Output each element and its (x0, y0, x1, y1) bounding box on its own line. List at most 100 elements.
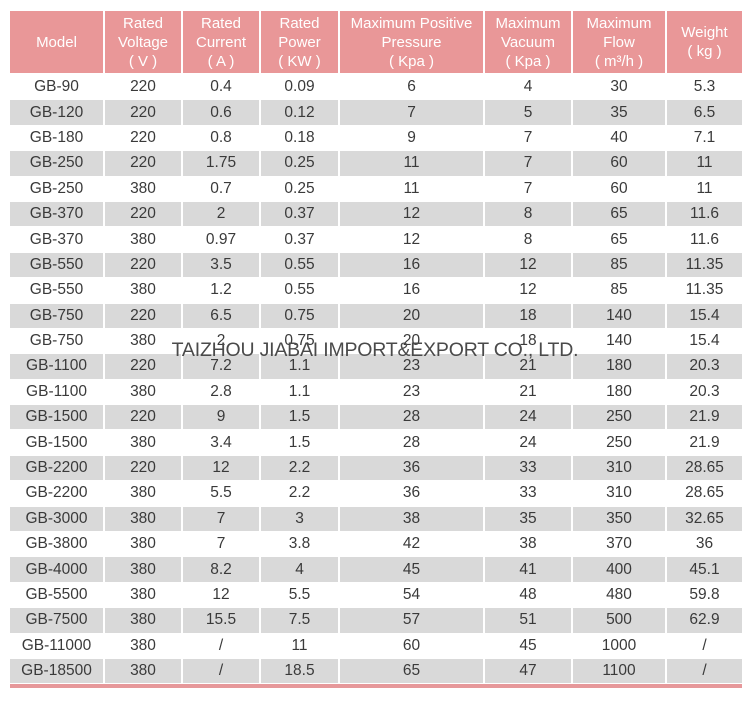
cell-model: GB-2200 (10, 455, 105, 482)
cell-weight: 45.1 (667, 557, 742, 583)
cell-rated-power: 1.5 (261, 405, 340, 431)
cell-max-vacuum: 24 (485, 430, 573, 456)
cell-rated-current: / (183, 633, 261, 659)
column-header: Maximum Vacuum ( Kpa ) (485, 11, 573, 75)
cell-max-vacuum: 45 (485, 633, 573, 659)
cell-rated-voltage: 220 (105, 151, 183, 177)
cell-weight: 20.3 (667, 354, 742, 380)
cell-model: GB-11000 (10, 633, 105, 659)
cell-rated-power: 1.5 (261, 430, 340, 456)
cell-max-positive-pressure: 23 (340, 354, 485, 380)
cell-rated-voltage: 220 (105, 405, 183, 431)
cell-rated-current: 2 (183, 328, 261, 355)
cell-weight: 11.6 (667, 201, 742, 228)
cell-model: GB-3000 (10, 506, 105, 533)
cell-rated-power: 1.1 (261, 379, 340, 406)
cell-max-vacuum: 4 (485, 75, 573, 101)
cell-max-vacuum: 33 (485, 481, 573, 507)
cell-max-vacuum: 18 (485, 303, 573, 329)
table-row: GB-7500 380 15.5 7.5 57 51 500 62.9 (10, 608, 742, 634)
cell-rated-current: 0.7 (183, 176, 261, 202)
cell-model: GB-5500 (10, 582, 105, 609)
cell-max-vacuum: 5 (485, 100, 573, 126)
column-header: Rated Power ( KW ) (261, 11, 340, 75)
cell-rated-power: 0.12 (261, 100, 340, 126)
cell-max-flow: 250 (573, 430, 667, 456)
cell-rated-power: 0.75 (261, 328, 340, 355)
cell-rated-voltage: 380 (105, 658, 183, 685)
cell-max-vacuum: 33 (485, 455, 573, 482)
cell-weight: 21.9 (667, 430, 742, 456)
cell-weight: 5.3 (667, 75, 742, 101)
cell-rated-power: 0.09 (261, 75, 340, 101)
cell-rated-current: 7.2 (183, 354, 261, 380)
cell-rated-current: 15.5 (183, 608, 261, 634)
table-row: GB-250 380 0.7 0.25 11 7 60 11 (10, 176, 742, 202)
cell-weight: / (667, 633, 742, 659)
column-header: Model (10, 11, 105, 75)
cell-rated-voltage: 220 (105, 252, 183, 279)
cell-max-positive-pressure: 36 (340, 455, 485, 482)
cell-max-vacuum: 48 (485, 582, 573, 609)
cell-max-flow: 30 (573, 75, 667, 101)
cell-rated-voltage: 380 (105, 633, 183, 659)
cell-max-flow: 180 (573, 354, 667, 380)
cell-max-flow: 310 (573, 455, 667, 482)
cell-weight: 7.1 (667, 125, 742, 152)
cell-rated-power: 0.55 (261, 252, 340, 279)
table-row: GB-2200 380 5.5 2.2 36 33 310 28.65 (10, 481, 742, 507)
cell-max-positive-pressure: 12 (340, 201, 485, 228)
table-row: GB-370 220 2 0.37 12 8 65 11.6 (10, 201, 742, 228)
cell-max-flow: 400 (573, 557, 667, 583)
cell-rated-voltage: 220 (105, 455, 183, 482)
cell-rated-current: 7 (183, 506, 261, 533)
cell-model: GB-1100 (10, 379, 105, 406)
cell-rated-power: 4 (261, 557, 340, 583)
cell-rated-voltage: 220 (105, 303, 183, 329)
cell-rated-current: 8.2 (183, 557, 261, 583)
cell-rated-voltage: 380 (105, 379, 183, 406)
cell-rated-power: 3 (261, 506, 340, 533)
column-header: Maximum Flow ( m³/h ) (573, 11, 667, 75)
cell-max-vacuum: 8 (485, 227, 573, 253)
cell-model: GB-370 (10, 227, 105, 253)
cell-max-flow: 40 (573, 125, 667, 152)
cell-max-flow: 1100 (573, 658, 667, 685)
column-header: Maximum Positive Pressure ( Kpa ) (340, 11, 485, 75)
cell-max-positive-pressure: 20 (340, 328, 485, 355)
cell-rated-voltage: 380 (105, 430, 183, 456)
cell-max-flow: 140 (573, 328, 667, 355)
cell-max-positive-pressure: 16 (340, 278, 485, 304)
cell-max-vacuum: 51 (485, 608, 573, 634)
cell-rated-power: 3.8 (261, 532, 340, 558)
cell-max-positive-pressure: 36 (340, 481, 485, 507)
table-row: GB-3800 380 7 3.8 42 38 370 36 (10, 532, 742, 558)
cell-max-vacuum: 24 (485, 405, 573, 431)
cell-model: GB-2200 (10, 481, 105, 507)
cell-weight: 21.9 (667, 405, 742, 431)
table-row: GB-370 380 0.97 0.37 12 8 65 11.6 (10, 227, 742, 253)
cell-rated-power: 0.37 (261, 227, 340, 253)
header-row: Model Rated Voltage ( V ) Rated Current ( … (10, 11, 742, 75)
cell-model: GB-90 (10, 75, 105, 101)
cell-max-positive-pressure: 42 (340, 532, 485, 558)
cell-max-flow: 250 (573, 405, 667, 431)
cell-max-vacuum: 12 (485, 252, 573, 279)
cell-max-positive-pressure: 11 (340, 176, 485, 202)
cell-rated-power: 0.55 (261, 278, 340, 304)
cell-weight: 11 (667, 176, 742, 202)
cell-weight: 11.35 (667, 278, 742, 304)
cell-max-flow: 1000 (573, 633, 667, 659)
table-row: GB-180 220 0.8 0.18 9 7 40 7.1 (10, 125, 742, 152)
table-row: GB-5500 380 12 5.5 54 48 480 59.8 (10, 582, 742, 609)
cell-rated-current: 5.5 (183, 481, 261, 507)
cell-model: GB-1100 (10, 354, 105, 380)
cell-max-positive-pressure: 28 (340, 430, 485, 456)
cell-rated-current: 2 (183, 201, 261, 228)
cell-max-vacuum: 12 (485, 278, 573, 304)
cell-model: GB-250 (10, 176, 105, 202)
cell-max-vacuum: 47 (485, 658, 573, 685)
cell-rated-current: 1.75 (183, 151, 261, 177)
cell-weight: 28.65 (667, 455, 742, 482)
